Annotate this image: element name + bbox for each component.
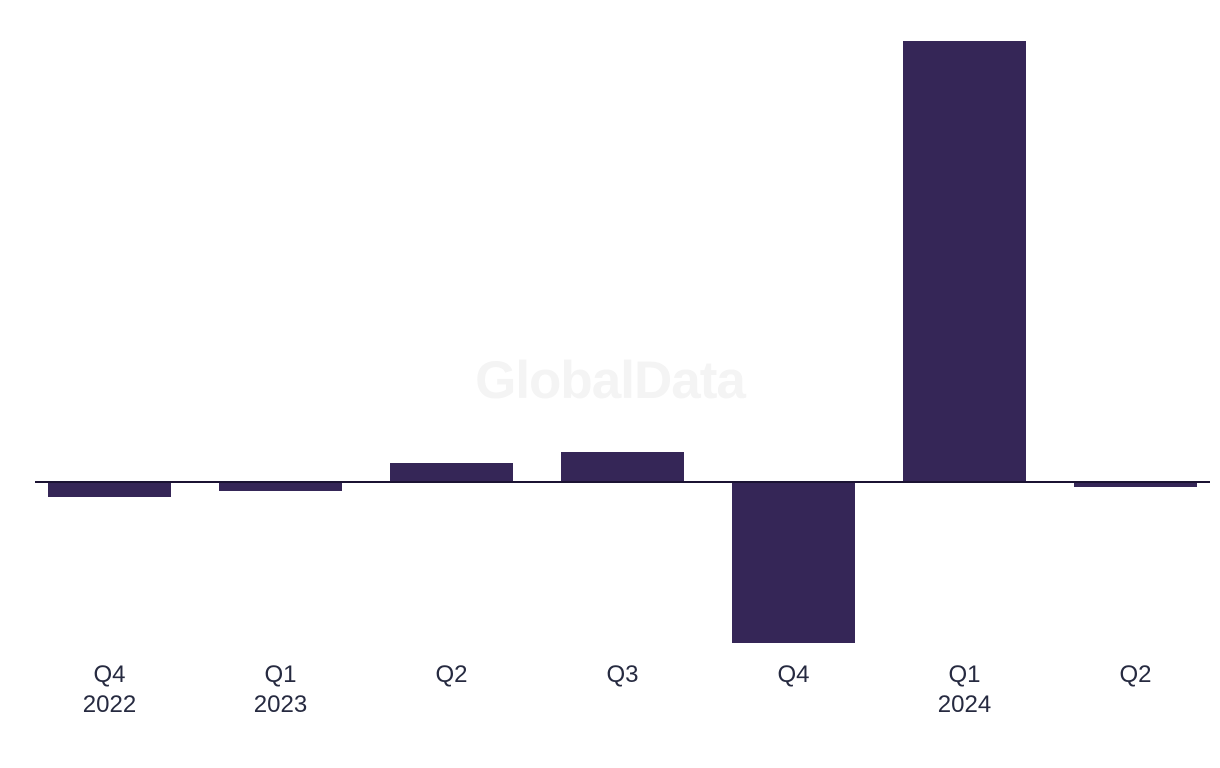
bar-q1-2024 xyxy=(903,41,1026,481)
x-axis-label-q3-2023: Q3 xyxy=(537,660,708,690)
bar-q4-2023 xyxy=(732,483,855,643)
x-axis-label-q1-2024: Q1 2024 xyxy=(879,660,1050,720)
x-axis-label-q2-2024: Q2 xyxy=(1050,660,1220,690)
bar-q2-2023 xyxy=(390,463,513,481)
x-axis-label-quarter: Q4 xyxy=(777,661,810,688)
x-axis-label-q4-2023: Q4 xyxy=(708,660,879,690)
x-axis-label-year: 2023 xyxy=(253,691,308,718)
x-axis-label-quarter: Q4 xyxy=(93,661,126,688)
x-axis-label-quarter: Q1 xyxy=(264,661,297,688)
x-axis-label-q1-2023: Q1 2023 xyxy=(195,660,366,720)
x-axis-label-quarter: Q1 xyxy=(948,661,981,688)
bar-q1-2023 xyxy=(219,483,342,491)
x-axis-label-quarter: Q2 xyxy=(1119,661,1152,688)
x-axis-label-quarter: Q3 xyxy=(606,661,639,688)
x-axis-label-year: 2024 xyxy=(937,691,992,718)
bar-q4-2022 xyxy=(48,483,171,497)
x-axis-label-quarter: Q2 xyxy=(435,661,468,688)
x-axis-label-q2-2023: Q2 xyxy=(366,660,537,690)
bar-q3-2023 xyxy=(561,452,684,481)
x-axis-label-year: 2022 xyxy=(82,691,137,718)
bar-q2-2024 xyxy=(1074,483,1197,487)
x-axis-label-q4-2022: Q4 2022 xyxy=(24,660,195,720)
x-axis-line xyxy=(35,481,1210,483)
